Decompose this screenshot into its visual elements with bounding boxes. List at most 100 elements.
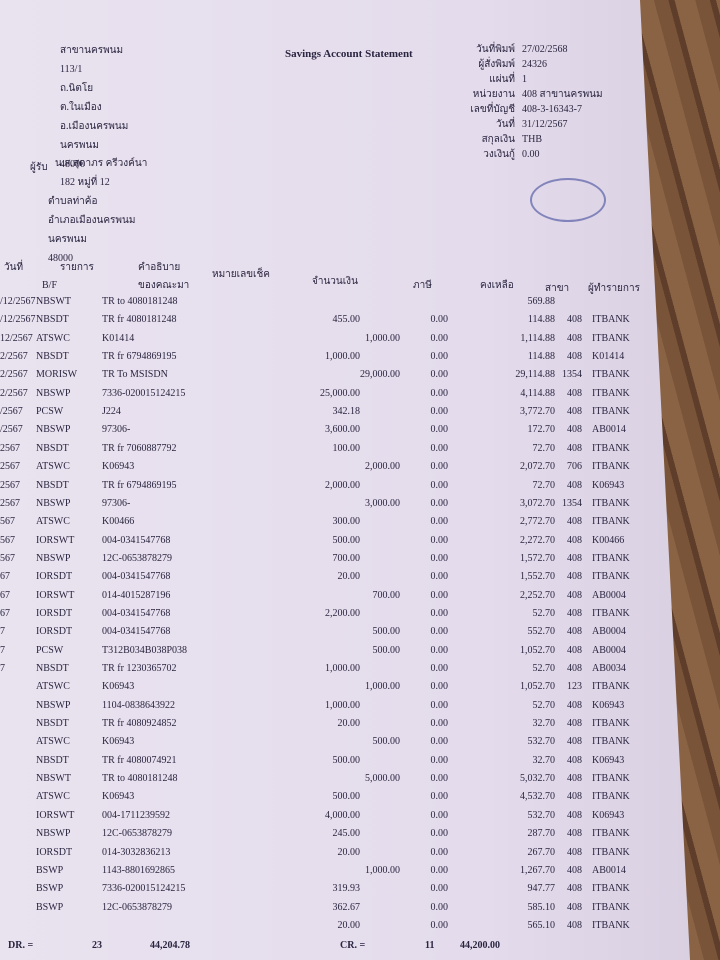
- cell-branch: 408: [567, 626, 582, 638]
- cell-desc: TR fr 4080074921: [102, 754, 177, 766]
- cell-desc: 014-4015287196: [102, 589, 171, 601]
- meta-label: สกุลเงิน: [481, 134, 515, 145]
- cell-credit: 1,000.00: [365, 332, 400, 344]
- cell-branch: 408: [567, 406, 582, 418]
- cell-debit: 2,200.00: [325, 607, 360, 619]
- cell-code: NBSWP: [36, 424, 71, 436]
- cell-credit: 1,000.00: [365, 681, 400, 693]
- cell-debit: 342.18: [332, 406, 361, 418]
- cell-desc: TR to 4080181248: [102, 773, 178, 785]
- cell-desc: TR fr 1230365702: [102, 663, 177, 674]
- cell-debit: 20.00: [337, 846, 361, 858]
- cell-branch: 408: [567, 479, 582, 491]
- cell-code: NBSDT: [36, 314, 69, 326]
- cell-date: 2567: [0, 461, 20, 473]
- cell-tax: 0.00: [430, 497, 449, 509]
- cell-date: 2/2567: [0, 369, 28, 381]
- cell-branch: 408: [567, 773, 582, 785]
- column-header: ของคณะมา: [138, 280, 190, 291]
- address-line: ถ.นิตโย: [60, 83, 94, 94]
- cell-branch: 408: [567, 516, 582, 528]
- cell-balance: 2,272.70: [520, 534, 555, 546]
- footer-dr-label: DR. =: [8, 940, 34, 951]
- cell-tax: 0.00: [430, 663, 449, 674]
- cell-code: IORSDT: [36, 626, 73, 638]
- address-line: อ.เมืองนครพนม: [60, 121, 129, 132]
- cell-code: NBSDT: [36, 754, 69, 766]
- cell-code: NBSDT: [36, 479, 69, 491]
- cell-tax: 0.00: [430, 626, 449, 638]
- column-header: จำนวนเงิน: [312, 276, 358, 287]
- cell-balance: 5,032.70: [520, 773, 555, 785]
- meta-label: วันที่พิมพ์: [476, 44, 515, 55]
- cell-code: ATSWC: [36, 332, 70, 344]
- cell-debit: 1,000.00: [325, 663, 360, 674]
- cell-code: IORSWT: [36, 809, 75, 821]
- cell-branch: 1354: [562, 369, 582, 381]
- cell-credit: 2,000.00: [365, 461, 400, 473]
- cell-desc: 97306-: [102, 424, 131, 436]
- meta-label: วันที่: [495, 119, 515, 130]
- cell-user: ITBANK: [592, 406, 630, 418]
- cell-date: 567: [0, 534, 15, 546]
- cell-branch: 408: [567, 589, 582, 601]
- cell-desc: 004-1711239592: [102, 809, 170, 821]
- cell-tax: 0.00: [430, 552, 449, 564]
- cell-debit: 25,000.00: [320, 387, 360, 399]
- cell-code: NBSWT: [36, 773, 71, 785]
- cell-tax: 0.00: [430, 901, 449, 913]
- cell-branch: 408: [567, 351, 582, 363]
- stamp: [530, 178, 606, 222]
- meta-value: 31/12/2567: [522, 119, 568, 130]
- cell-branch: 408: [567, 442, 582, 454]
- address-line: สาขานครพนม: [60, 45, 124, 56]
- cell-balance: 3,072.70: [520, 497, 555, 509]
- cell-desc: 12C-0653878279: [102, 552, 172, 564]
- cell-user: ITBANK: [592, 571, 630, 583]
- cell-code: ATSWC: [36, 736, 70, 748]
- cell-tax: 0.00: [430, 791, 449, 803]
- cell-desc: 014-3032836213: [102, 846, 171, 858]
- cell-balance: 32.70: [532, 718, 556, 730]
- cell-debit: 319.93: [332, 883, 361, 895]
- cell-user: K06943: [592, 479, 625, 491]
- cell-balance: 1,052.70: [520, 681, 555, 693]
- cell-code: ATSWC: [36, 461, 70, 473]
- cell-desc: 004-0341547768: [102, 626, 171, 638]
- recipient-label: ผู้รับ: [30, 162, 48, 173]
- cell-balance: 1,052.70: [520, 644, 555, 656]
- cell-tax: 0.00: [430, 699, 449, 711]
- cell-code: IORSDT: [36, 607, 73, 619]
- cell-credit: 500.00: [372, 736, 401, 748]
- cell-code: PCSW: [36, 406, 64, 418]
- cell-tax: 0.00: [430, 644, 449, 656]
- column-header: สาขา: [545, 283, 570, 294]
- cell-debit: 4,000.00: [325, 809, 360, 821]
- statement-paper: [0, 0, 690, 960]
- cell-debit: 500.00: [332, 791, 361, 803]
- cell-date: /12/2567: [0, 296, 36, 307]
- cell-user: ITBANK: [592, 846, 630, 858]
- cell-desc: K01414: [102, 332, 135, 344]
- cell-user: ITBANK: [592, 791, 630, 803]
- cell-branch: 408: [567, 718, 582, 730]
- cell-desc: 1143-8801692865: [102, 864, 175, 876]
- cell-desc: 97306-: [102, 497, 131, 509]
- cell-code: NBSWT: [36, 296, 71, 307]
- column-header: ผู้ทำรายการ: [588, 283, 640, 294]
- cell-debit: 500.00: [332, 534, 361, 546]
- meta-label: แผ่นที่: [489, 74, 515, 85]
- cell-tax: 0.00: [430, 607, 449, 619]
- cell-user: ITBANK: [592, 901, 630, 913]
- cell-debit: 362.67: [332, 901, 361, 913]
- cell-balance: 267.70: [527, 846, 556, 858]
- cell-user: K06943: [592, 699, 625, 711]
- footer-dr-count: 23: [92, 940, 102, 951]
- cell-code: NBSDT: [36, 351, 69, 363]
- cell-balance: 532.70: [527, 736, 556, 748]
- cell-code: NBSDT: [36, 663, 69, 674]
- cell-user: ITBANK: [592, 718, 630, 730]
- cell-branch: 123: [567, 681, 582, 693]
- cell-date: 7: [0, 626, 5, 638]
- footer-cr-label: CR. =: [340, 940, 366, 951]
